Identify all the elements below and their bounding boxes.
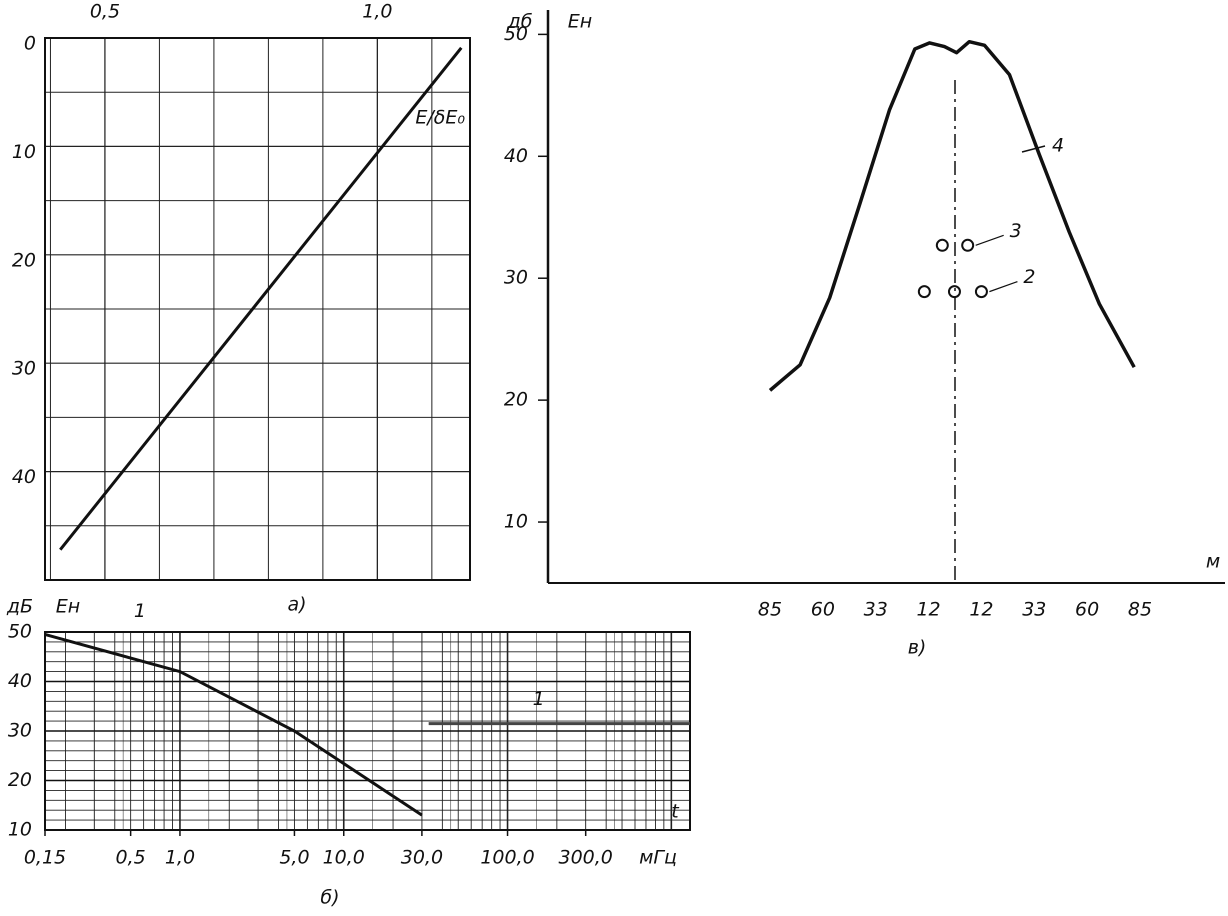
y-tick-label: 10 [12,141,36,163]
series-label: 3 [1010,220,1022,242]
y-tick-label: 30 [504,267,528,289]
point [935,238,949,252]
caption: б) [320,887,339,909]
x-tick-label: 60 [811,599,835,621]
leader-line [1021,145,1046,153]
y-tick-label: 30 [12,358,36,380]
series-label: 2 [1023,266,1035,288]
series-line [768,39,1136,392]
x-tick-label: 12 [916,599,940,621]
y-tick-label: 40 [12,466,36,488]
x-tick-label: 12 [969,599,993,621]
x-axis-label: t [671,801,680,823]
point [974,285,988,299]
x-tick-label: 60 [1075,599,1099,621]
y-axis-label: Eн [568,11,592,33]
x-tick-label: 100,0 [480,847,534,869]
caption: а) [287,594,306,616]
plot-frame [44,37,471,581]
x-tick-label: 10,0 [323,847,365,869]
y-tick-label: 20 [12,249,36,271]
series-label: 4 [1052,135,1064,157]
y-axis-label: дБ [6,596,33,618]
x-tick-label: 1,0 [165,847,195,869]
series-label: 1 [533,688,545,710]
leader-line [975,234,1004,246]
x-axis-unit: мГц [639,847,677,869]
y-tick-label: 10 [504,511,528,533]
x-tick-label: 0,5 [116,847,146,869]
y-tick-label: 50 [504,23,528,45]
y-tick-label: 20 [504,389,528,411]
x-tick-label: 30,0 [401,847,443,869]
caption: в) [908,637,927,659]
y-tick-label: 30 [8,720,32,742]
y-tick-label: 40 [8,670,32,692]
point [961,238,975,252]
x-tick-label: 0,5 [90,1,120,23]
series-label: 1 [134,600,146,622]
point [947,285,961,299]
leader-line [989,281,1018,293]
point [917,285,931,299]
y-axis-label: Eн [56,596,80,618]
plot-frame [44,631,691,831]
x-tick-label: 1,0 [362,1,392,23]
x-tick-label: 33 [1022,599,1046,621]
y-tick-label: 40 [504,145,528,167]
x-tick-label: 85 [1128,599,1152,621]
x-tick-label: 0,15 [24,847,66,869]
y-axis-label: дб [507,11,533,33]
x-axis-label: м [1206,551,1220,573]
y-tick-label: 10 [8,819,32,841]
x-tick-label: 85 [758,599,782,621]
series-line [59,46,463,551]
series-line [44,633,423,817]
series-label: E/δE₀ [415,106,465,128]
y-tick-label: 0 [24,33,36,55]
x-tick-label: 300,0 [558,847,612,869]
x-tick-label: 5,0 [279,847,309,869]
y-tick-label: 20 [8,769,32,791]
y-tick-label: 50 [8,621,32,643]
x-tick-label: 33 [864,599,888,621]
